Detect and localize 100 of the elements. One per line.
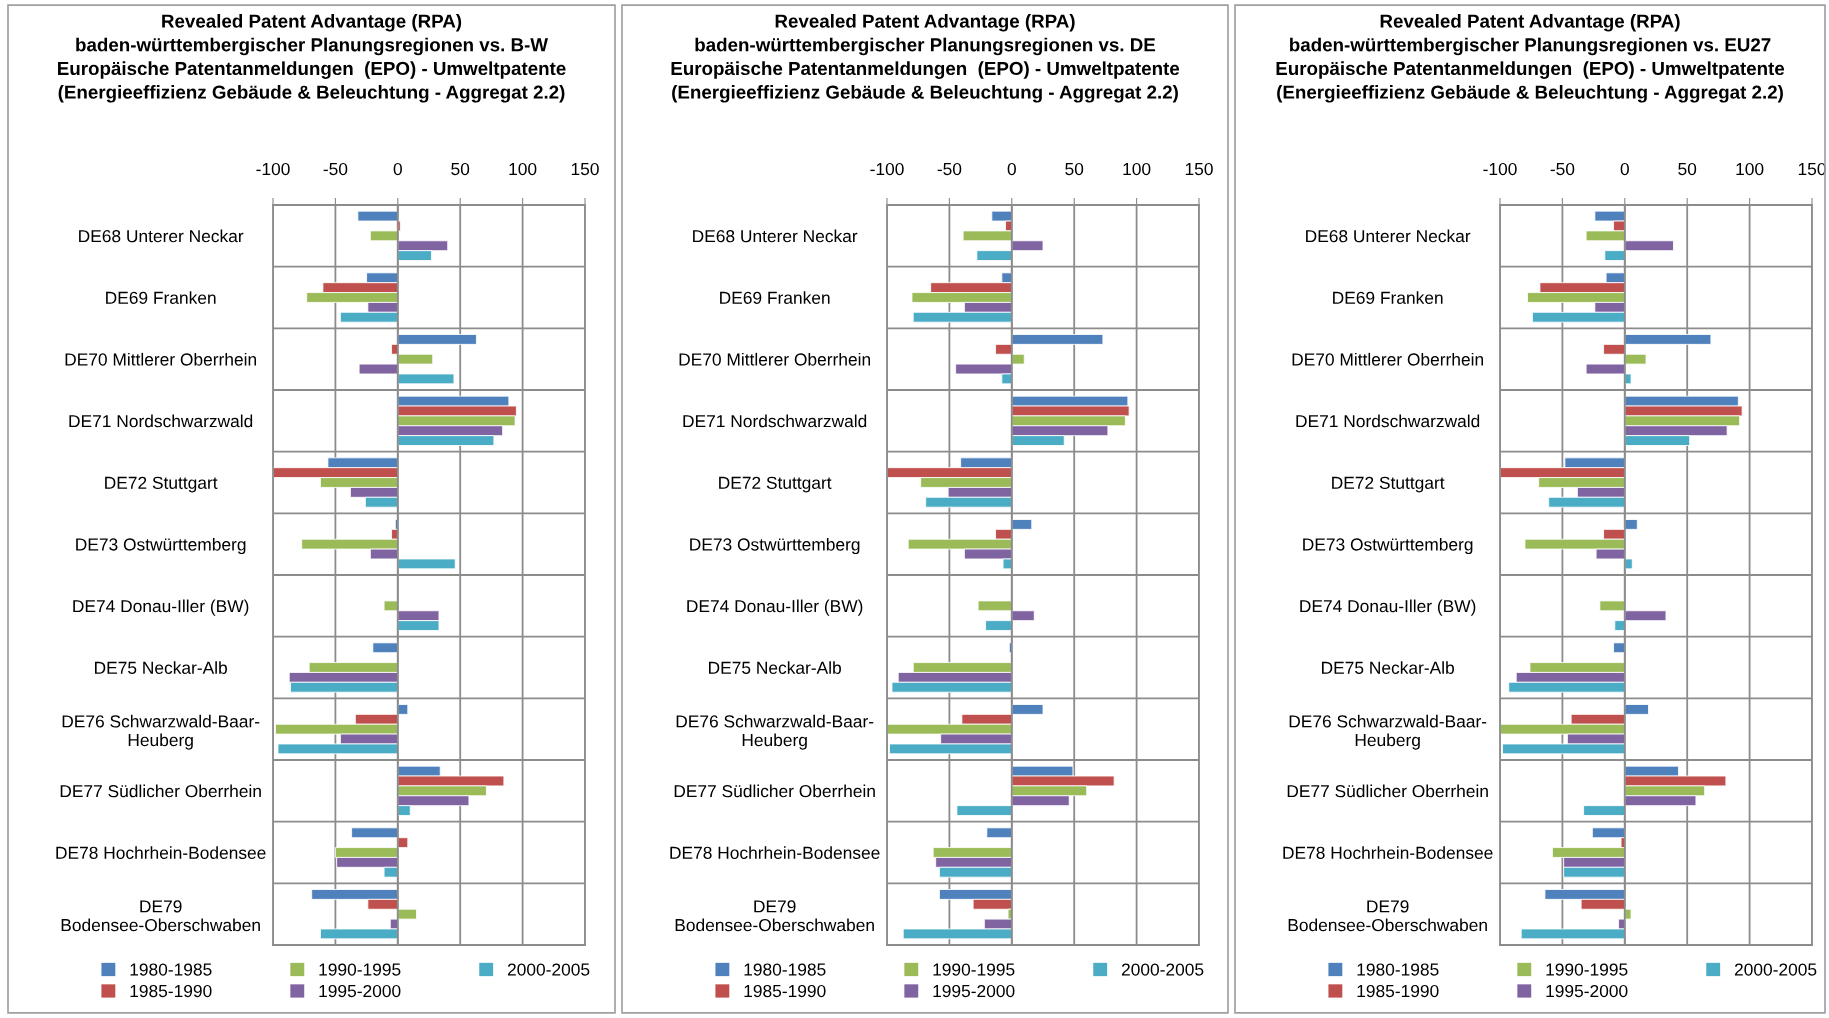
y-tick-label: DE78 Hochrhein-Bodensee	[56, 846, 266, 859]
bar	[383, 600, 399, 612]
x-tick-label: 150	[1798, 162, 1826, 176]
bar	[1624, 240, 1674, 252]
y-tick-label: DE71 Nordschwarzwald	[683, 414, 867, 428]
x-tick-label: 150	[1185, 162, 1213, 176]
y-tick-label: DE74 Donau-Iller (BW)	[1300, 599, 1476, 616]
bar	[369, 230, 399, 242]
y-tick-label: DE76 Schwarzwald-Baar- Heuberg	[62, 714, 260, 750]
bar	[358, 363, 399, 375]
bar	[977, 600, 1013, 612]
legend-label: 1995-2000	[1546, 984, 1628, 998]
bar	[397, 353, 434, 365]
y-tick-label: DE75 Neckar-Alb	[1322, 661, 1454, 674]
y-tick-label: DE74 Donau-Iller (BW)	[73, 599, 249, 616]
bar	[995, 343, 1013, 355]
x-tick-label: -50	[1550, 162, 1575, 176]
x-tick-label: 100	[1736, 162, 1764, 176]
legend-label: 1980-1985	[1357, 963, 1439, 976]
x-tick-label: 0	[393, 162, 402, 176]
bar	[1011, 610, 1035, 622]
legend-label: 1995-2000	[933, 984, 1015, 998]
x-tick-label: -50	[323, 162, 348, 176]
bar	[976, 250, 1013, 261]
y-tick-label: DE71 Nordschwarzwald	[69, 414, 253, 428]
y-tick-label: DE69 Franken	[106, 291, 216, 304]
bar	[1011, 353, 1025, 365]
bar	[397, 558, 456, 570]
y-tick-label: DE77 Südlicher Oberrhein	[60, 784, 261, 798]
legend-label: 2000-2005	[1734, 963, 1817, 976]
chart-title: Revealed Patent Advantage (RPA) baden-württembergischer Planungsregionen vs. EU27 Europäische Patentanmeldungen (EPO) - Umweltpatente (Energieeffizienz Gebäude & Beleuchtung - Aggregat 2.2)	[1276, 14, 1785, 103]
legend-label: 1985-1990	[130, 984, 212, 998]
bar	[372, 642, 399, 654]
y-tick-label: DE76 Schwarzwald-Baar- Heuberg	[1289, 714, 1487, 750]
bar	[1011, 240, 1044, 252]
bar	[1614, 620, 1626, 631]
x-tick-label: -100	[256, 162, 290, 176]
y-tick-label: DE68 Unterer Neckar	[693, 229, 858, 243]
y-tick-label: DE79 Bodensee-Oberschwaben	[675, 900, 874, 932]
y-tick-label: DE74 Donau-Iller (BW)	[687, 599, 863, 616]
chart-title: Revealed Patent Advantage (RPA) baden-württembergischer Planungsregionen vs. DE Europäische Patentanmeldungen (EPO) - Umweltpatente (Energieeffizienz Gebäude & Beleuchtung - Aggregat 2.2)	[671, 14, 1180, 103]
x-tick-label: 50	[1678, 162, 1697, 176]
legend-label: 1995-2000	[319, 984, 401, 998]
y-tick-label: DE68 Unterer Neckar	[79, 229, 244, 243]
y-tick-label: DE69 Franken	[1333, 291, 1443, 304]
bar	[1599, 600, 1626, 612]
y-tick-label: DE71 Nordschwarzwald	[1296, 414, 1480, 428]
legend-label: 1985-1990	[744, 984, 826, 998]
bar	[1613, 642, 1626, 654]
bar	[1011, 519, 1033, 530]
legend-label: 2000-2005	[507, 963, 590, 976]
bar	[397, 908, 417, 920]
x-tick-label: 50	[451, 162, 470, 176]
bar	[397, 373, 455, 385]
legend-label: 1980-1985	[130, 963, 212, 976]
y-tick-label: DE79 Bodensee-Oberschwaben	[61, 900, 260, 932]
x-tick-label: 150	[571, 162, 599, 176]
y-tick-label: DE69 Franken	[720, 291, 830, 304]
legend-label: 1990-1995	[1546, 963, 1628, 976]
x-tick-label: -100	[1483, 162, 1517, 176]
y-tick-label: DE78 Hochrhein-Bodensee	[1283, 846, 1493, 859]
bar	[1624, 519, 1638, 530]
bar	[986, 827, 1013, 839]
y-tick-label: DE76 Schwarzwald-Baar- Heuberg	[676, 714, 874, 750]
x-tick-label: 100	[1123, 162, 1151, 176]
bar	[1583, 805, 1626, 816]
legend-label: 1985-1990	[1357, 984, 1439, 998]
bar	[351, 827, 399, 839]
x-tick-label: -50	[937, 162, 962, 176]
bar	[1624, 704, 1649, 715]
x-tick-label: 100	[509, 162, 537, 176]
bar	[1624, 610, 1667, 622]
x-tick-label: -100	[870, 162, 904, 176]
y-tick-label: DE72 Stuttgart	[105, 476, 218, 493]
x-tick-label: 0	[1620, 162, 1629, 176]
y-tick-label: DE78 Hochrhein-Bodensee	[670, 846, 880, 859]
y-tick-label: DE68 Unterer Neckar	[1306, 229, 1471, 243]
y-tick-label: DE73 Ostwürttemberg	[76, 537, 246, 555]
y-tick-label: DE75 Neckar-Alb	[709, 661, 841, 674]
y-tick-label: DE70 Mittlerer Oberrhein	[679, 352, 871, 366]
y-tick-label: DE75 Neckar-Alb	[95, 661, 227, 674]
bar	[1585, 363, 1626, 375]
bar	[1011, 334, 1104, 345]
y-tick-label: DE70 Mittlerer Oberrhein	[65, 352, 257, 366]
y-tick-label: DE73 Ostwürttemberg	[1303, 537, 1473, 555]
bar	[1603, 343, 1626, 355]
bar	[956, 805, 1013, 816]
bar	[1624, 353, 1647, 365]
bar	[397, 334, 477, 345]
bar	[985, 620, 1013, 631]
legend-label: 1990-1995	[319, 963, 401, 976]
y-tick-label: DE77 Südlicher Oberrhein	[674, 784, 875, 798]
y-tick-label: DE79 Bodensee-Oberschwaben	[1288, 900, 1487, 932]
legend-label: 2000-2005	[1121, 963, 1204, 976]
y-tick-label: DE77 Südlicher Oberrhein	[1287, 784, 1488, 798]
bar	[1011, 704, 1044, 715]
x-tick-label: 0	[1007, 162, 1016, 176]
chart-title: Revealed Patent Advantage (RPA) baden-württembergischer Planungsregionen vs. B-W Europäische Patentanmeldungen (EPO) - Umweltpatente (Energieeffizienz Gebäude & Beleuchtung - Aggregat 2.2)	[58, 14, 566, 103]
legend-label: 1990-1995	[933, 963, 1015, 976]
bar	[1624, 334, 1712, 345]
